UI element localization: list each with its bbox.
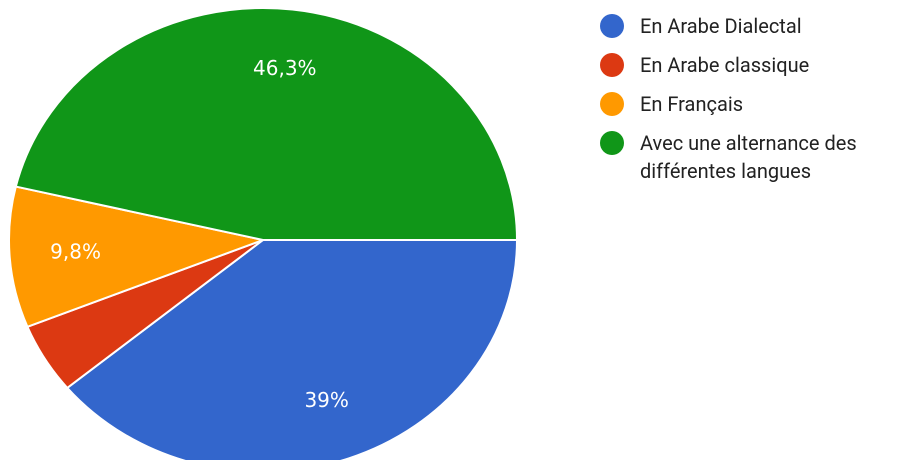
slice-label: 39% bbox=[304, 388, 348, 412]
legend-swatch bbox=[600, 131, 624, 155]
legend-item: En Français bbox=[600, 90, 900, 118]
chart: 39% 9,8% 46,3% bbox=[8, 7, 519, 460]
legend: En Arabe Dialectal En Arabe classique En F… bbox=[600, 12, 900, 196]
slice-label: 9,8% bbox=[50, 239, 101, 263]
legend-label: Avec une alternance des différentes lang… bbox=[640, 131, 857, 183]
pie-slice bbox=[65, 239, 519, 460]
pie-slice bbox=[14, 7, 519, 241]
legend-swatch bbox=[600, 14, 624, 38]
legend-swatch bbox=[600, 92, 624, 116]
legend-label: En Français bbox=[640, 92, 744, 116]
slice-label: 46,3% bbox=[253, 56, 317, 80]
legend-item: En Arabe Dialectal bbox=[600, 12, 900, 40]
legend-label: En Arabe Dialectal bbox=[640, 14, 802, 38]
legend-item: Avec une alternance des différentes lang… bbox=[600, 129, 900, 185]
legend-swatch bbox=[600, 53, 624, 77]
legend-label: En Arabe classique bbox=[640, 53, 810, 77]
legend-item: En Arabe classique bbox=[600, 51, 900, 79]
pie-slice bbox=[8, 185, 267, 329]
